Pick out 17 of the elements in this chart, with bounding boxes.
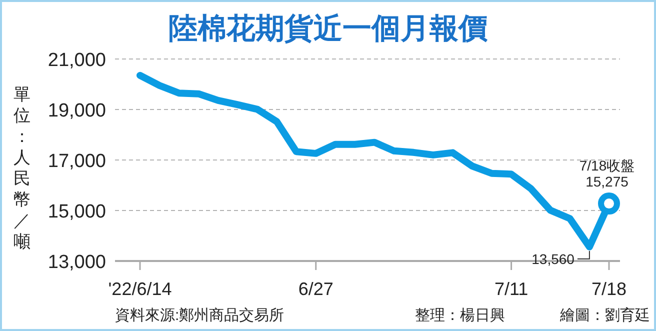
y-axis-title: 單位：人民幣／噸 (14, 85, 30, 251)
x-tick-label: 7/11 (494, 279, 528, 299)
x-tick-label: 7/18 (591, 279, 627, 299)
annotation: 7/18收盤 (579, 158, 635, 174)
data-label: 15,275 (586, 174, 629, 190)
x-tick-label: '22/6/14 (108, 279, 172, 299)
text: 繪圖：劉育廷 (559, 307, 650, 324)
x-tick-label: 6/27 (298, 279, 334, 299)
data-label: 13,560 (532, 250, 575, 267)
y-tick-label: 19,000 (48, 100, 106, 122)
source-note: 資料來源:鄭州商品交易所 (115, 307, 284, 324)
text: 整理：楊日興 (415, 307, 505, 324)
y-tick-label: 21,000 (48, 50, 106, 71)
y-tick-label: 17,000 (48, 151, 106, 172)
y-tick-label: 13,000 (48, 252, 106, 273)
chart-title: 陸棉花期貨近一個月報價 (168, 13, 488, 45)
y-tick-label: 15,000 (48, 202, 106, 222)
